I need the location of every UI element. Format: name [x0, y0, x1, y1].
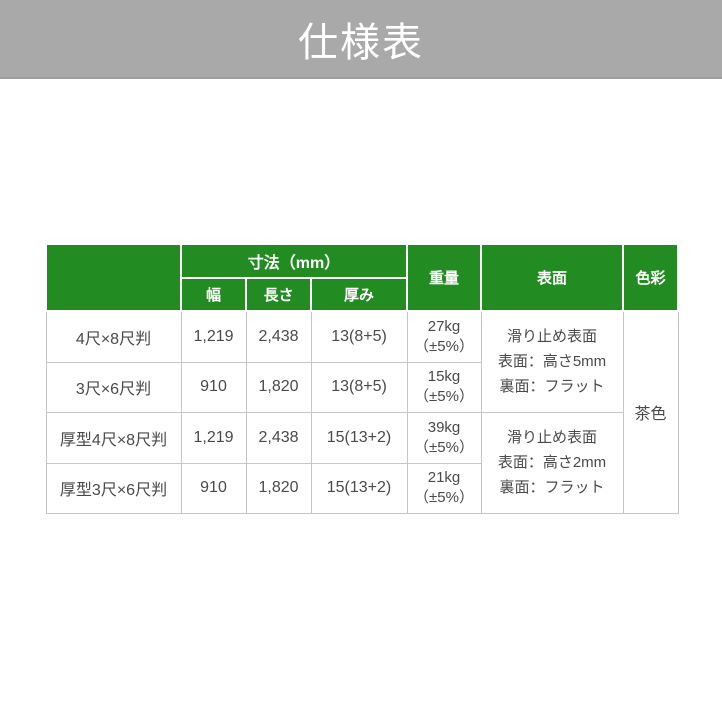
weight-tolerance: （±5%） [414, 489, 474, 506]
thickness-cell: 15(13+2) [310, 411, 408, 464]
table-row: 4尺×8尺判 1,219 2,438 13(8+5) 27kg （±5%） 滑り… [45, 310, 679, 514]
thickness-cell: 15(13+2) [310, 462, 408, 514]
weight-value: 15kg [427, 368, 461, 385]
weight-tolerance: （±5%） [414, 388, 474, 405]
header-dimensions: 寸法（mm） [179, 243, 409, 279]
row-label-cell: 厚型3尺×6尺判 [45, 462, 182, 514]
table-row: 厚型4尺×8尺判 1,219 2,438 15(13+2) 39kg （±5%）… [45, 411, 678, 514]
surface-line3: 裏面：フラット [499, 479, 605, 496]
header-row-group: 寸法（mm） 重量 表面 色彩 [45, 243, 680, 312]
surface-cell: 滑り止め表面 表面：高さ2mm 裏面：フラット [480, 411, 624, 514]
weight-cell: 27kg （±5%） [406, 310, 482, 363]
page-title: 仕様表 [298, 20, 424, 65]
surface-line1: 滑り止め表面 [507, 328, 598, 346]
header-length: 長さ [245, 277, 312, 312]
length-cell: 2,438 [245, 411, 312, 464]
header-width: 幅 [180, 277, 247, 312]
surface-line1: 滑り止め表面 [507, 429, 598, 446]
weight-value: 21kg [427, 469, 461, 486]
weight-cell: 39kg （±5%） [406, 411, 482, 464]
length-cell: 1,820 [245, 361, 312, 413]
corner-cell [45, 243, 182, 312]
weight-value: 27kg [427, 317, 461, 335]
header-thickness: 厚み [309, 277, 409, 312]
spec-table: 寸法（mm） 重量 表面 色彩 幅 長さ 厚み 4尺×8尺判 1,219 2,4… [45, 243, 680, 514]
color-cell: 茶色 [622, 310, 679, 514]
weight-cell: 15kg （±5%） [406, 361, 482, 413]
header-row-sub: 幅 長さ 厚み [46, 277, 678, 312]
width-cell: 1,219 [180, 411, 247, 464]
surface-line2: 表面：高さ2mm [497, 454, 607, 471]
thickness-cell: 13(8+5) [310, 361, 408, 413]
length-cell: 1,820 [245, 462, 312, 514]
surface-line3: 裏面：フラット [499, 378, 605, 396]
surface-cell: 滑り止め表面 表面：高さ5mm 裏面：フラット [480, 310, 624, 413]
weight-cell: 21kg （±5%） [406, 462, 482, 514]
row-label-cell: 4尺×8尺判 [45, 310, 182, 363]
header-color: 色彩 [622, 243, 680, 312]
weight-value: 39kg [427, 418, 461, 436]
row-label-cell: 3尺×6尺判 [45, 361, 182, 413]
weight-tolerance: （±5%） [414, 438, 474, 456]
spec-table-container: 寸法（mm） 重量 表面 色彩 幅 長さ 厚み 4尺×8尺判 1,219 2,4… [45, 243, 680, 514]
header-surface: 表面 [480, 243, 625, 312]
width-cell: 910 [180, 361, 247, 413]
surface-line2: 表面：高さ5mm [497, 353, 607, 371]
weight-tolerance: （±5%） [414, 337, 474, 355]
header-weight: 重量 [406, 243, 483, 312]
table-row: 厚型3尺×6尺判 910 1,820 15(13+2) 21kg （±5%） [45, 462, 678, 514]
row-label-cell: 厚型4尺×8尺判 [45, 411, 182, 464]
width-cell: 910 [180, 462, 247, 514]
title-banner: 仕様表 [0, 0, 722, 79]
length-cell: 2,438 [245, 310, 312, 363]
thickness-cell: 13(8+5) [310, 310, 408, 363]
table-row: 3尺×6尺判 910 1,820 13(8+5) 15kg （±5%） [45, 361, 678, 413]
width-cell: 1,219 [180, 310, 247, 363]
